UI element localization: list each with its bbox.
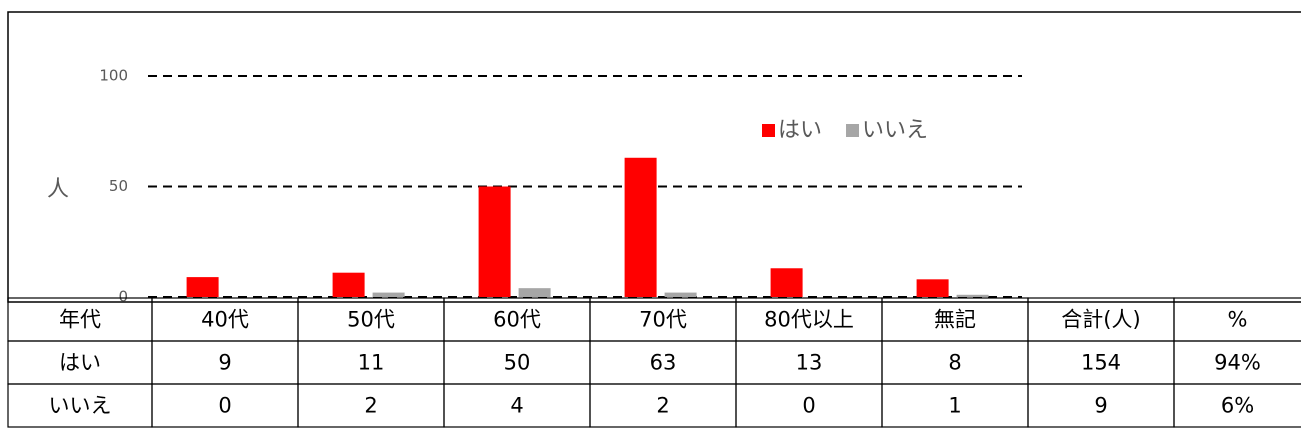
- legend-label: はい: [778, 118, 822, 143]
- table-text: 2: [656, 394, 669, 418]
- table-text: 無記: [934, 308, 976, 332]
- table-text: 80代以上: [764, 308, 854, 332]
- table-text: 9: [218, 351, 231, 375]
- table-text: 合計(人): [1061, 308, 1140, 332]
- table-text: 年代: [59, 308, 101, 332]
- y-tick-label: 100: [99, 67, 128, 85]
- table-text: 4: [510, 394, 523, 418]
- y-axis-label: 人: [47, 177, 69, 202]
- legend-swatch: [762, 124, 775, 137]
- table-text: 94%: [1214, 351, 1261, 375]
- table-text: 1: [948, 394, 961, 418]
- table-text: 0: [218, 394, 231, 418]
- chart-frame: [7, 11, 1301, 303]
- table-text: 50代: [347, 308, 395, 332]
- legend-swatch: [846, 124, 860, 137]
- table-text: はい: [59, 351, 101, 375]
- table-text: 60代: [493, 308, 541, 332]
- bar: [186, 277, 219, 297]
- bar: [372, 292, 405, 297]
- table-text: 9: [1094, 394, 1107, 418]
- table-text: 63: [650, 351, 677, 375]
- table-text: %: [1228, 308, 1248, 332]
- bar: [518, 288, 551, 297]
- table-text: 50: [504, 351, 531, 375]
- bar: [624, 157, 657, 297]
- table-text: いいえ: [49, 394, 112, 418]
- bar: [478, 186, 511, 297]
- table-text: 11: [358, 351, 385, 375]
- bar: [916, 279, 949, 297]
- table-text: 0: [802, 394, 815, 418]
- table-text: 13: [796, 351, 823, 375]
- bar: [770, 268, 803, 297]
- bar: [664, 292, 697, 297]
- table-text: 2: [364, 394, 377, 418]
- table-text: 40代: [201, 308, 249, 332]
- table-text: 154: [1081, 351, 1121, 375]
- bar: [956, 294, 989, 297]
- table-text: 6%: [1221, 394, 1254, 418]
- table-cell: [1173, 383, 1301, 428]
- y-tick-label: 0: [118, 288, 128, 306]
- table-text: 8: [948, 351, 961, 375]
- y-tick-label: 50: [109, 177, 128, 195]
- table-text: 70代: [639, 308, 687, 332]
- bar: [332, 272, 365, 297]
- legend-label: いいえ: [862, 118, 928, 143]
